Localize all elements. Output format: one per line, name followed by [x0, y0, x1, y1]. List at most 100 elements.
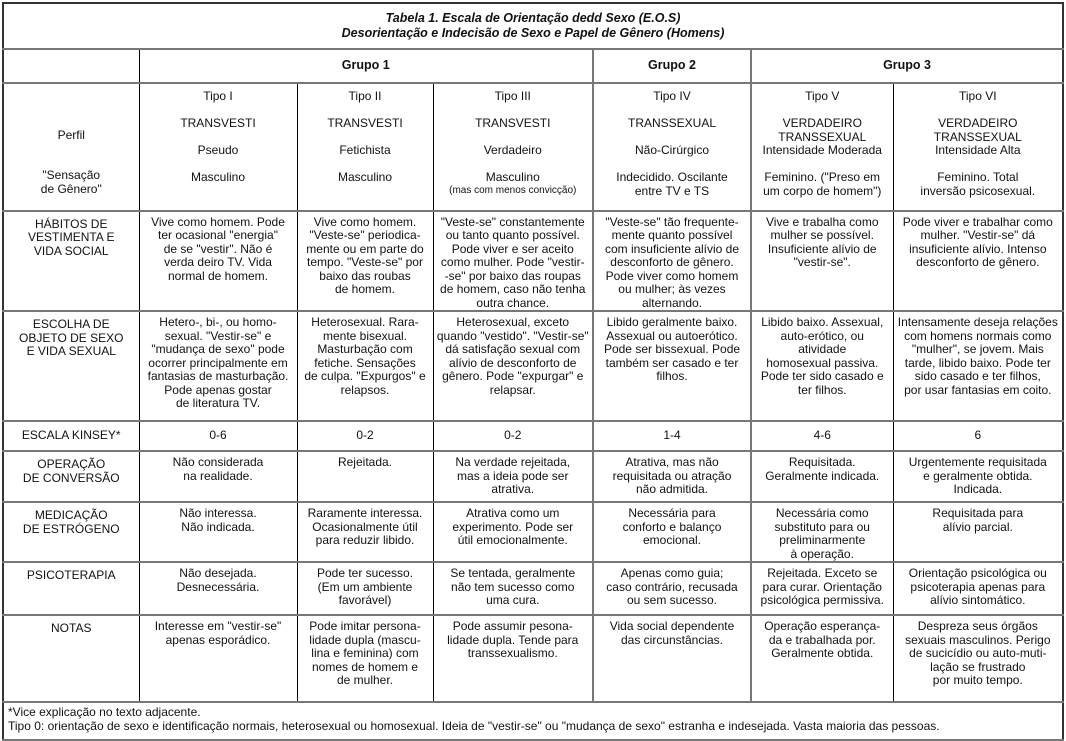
table-cell: 0-6	[138, 420, 298, 452]
row-label: PSICOTERAPIA	[2, 561, 140, 616]
type-name: VERDADEIRO TRANSSEXUAL	[778, 116, 867, 144]
gender-sensation: Masculino	[485, 170, 540, 184]
gender-sensation-note: (mas com menos convicção)	[449, 184, 577, 196]
gender-sensation: Indecidido. Oscilante entre TV e TS	[616, 170, 728, 198]
table-cell: Requisitada. Geralmente indicada.	[750, 450, 894, 503]
table-cell: Raramente interessa. Ocasionalmente útil…	[296, 501, 434, 563]
table-cell: Rejeitada.	[296, 450, 434, 503]
type-subtype: Pseudo	[197, 143, 239, 157]
profile-cell-type-1: Tipo I TRANSVESTI Pseudo Masculino	[138, 82, 298, 212]
table-cell: Intensamente deseja relações com homens …	[892, 310, 1064, 422]
gender-sensation: Masculino	[337, 170, 393, 184]
title-line-1: Tabela 1. Escala de Orientação dedd Sexo…	[385, 11, 681, 25]
table-cell: Vive e trabalha como mulher se possível.…	[750, 209, 894, 312]
table-row: OPERAÇÃO DE CONVERSÃO Não considerada na …	[2, 450, 1064, 503]
type-name: TRANSSEXUAL	[627, 116, 717, 130]
table-cell: Pode imitar persona- lidade dupla (mascu…	[296, 614, 434, 703]
table-cell: Requisitada para alívio parcial.	[892, 501, 1064, 563]
empty-corner	[2, 48, 140, 84]
table-cell: Pode viver e trabalhar como mulher. "Ves…	[892, 209, 1064, 312]
footnotes: *Vice explicação no texto adjacente. Tipo…	[2, 701, 1064, 741]
table-cell: Libido geralmente baixo. Assexual ou aut…	[592, 310, 752, 422]
profile-cell-type-6: Tipo VI VERDADEIRO TRANSSEXUAL Intensidade…	[892, 82, 1064, 212]
type-name: VERDADEIRO TRANSSEXUAL	[933, 116, 1022, 144]
profile-cell-type-4: Tipo IV TRANSSEXUAL Não-Cirúrgico Indecidid…	[592, 82, 752, 212]
type-subtype: Fetichista	[339, 143, 391, 157]
title-line-2: Desorientação e Indecisão de Sexo e Pape…	[341, 26, 725, 40]
table-cell: 0-2	[432, 420, 594, 452]
group-3-header: Grupo 3	[750, 48, 1064, 84]
table-cell: Heterosexual, exceto quando "vestido". "…	[432, 310, 594, 422]
gender-sensation: Feminino. Total inversão psicosexual.	[920, 170, 1036, 198]
profile-cell-type-2: Tipo II TRANSVESTI Fetichista Masculino	[296, 82, 434, 212]
type-name: TRANSVESTI	[475, 116, 551, 130]
footnote-tipo-0: Tipo 0: orientação de sexo e identificaç…	[8, 718, 940, 733]
table-cell: Pode assumir pesona- lidade dupla. Tende…	[432, 614, 594, 703]
profile-label-perfil: Perfil	[57, 127, 85, 142]
table-cell: Atrativa como um experimento. Pode ser ú…	[432, 501, 594, 563]
row-label: ESCALA KINSEY*	[2, 420, 140, 452]
table-cell: Se tentada, geralmente não tem sucesso c…	[432, 561, 594, 616]
type-label: Tipo IV	[653, 89, 691, 103]
table-cell: Vida social dependente das circunstância…	[592, 614, 752, 703]
type-name: TRANSVESTI	[180, 116, 256, 130]
table-cell: Apenas como guia; caso contrário, recusa…	[592, 561, 752, 616]
table-row: ESCALA KINSEY* 0-6 0-2 0-2 1-4 4-6 6	[2, 420, 1064, 452]
table-cell: "Veste-se" constantemente ou tanto quant…	[432, 209, 594, 312]
type-name: TRANSVESTI	[327, 116, 403, 130]
profile-label: Perfil "Sensação de Gênero"	[2, 82, 140, 212]
table-cell: Não interessa. Não indicada.	[138, 501, 298, 563]
table-cell: Despreza seus órgãos sexuais masculinos.…	[892, 614, 1064, 703]
table-cell: 4-6	[750, 420, 894, 452]
table-cell: Necessária para conforto e balanço emoci…	[592, 501, 752, 563]
gender-sensation: Feminino. ("Preso em um corpo de homem")	[763, 170, 882, 198]
table-cell: Atrativa, mas não requisitada ou atração…	[592, 450, 752, 503]
type-label: Tipo II	[348, 89, 382, 103]
table-cell: Necessária como substituto para ou preli…	[750, 501, 894, 563]
group-1-header: Grupo 1	[138, 48, 594, 84]
table-cell: Operação esperança- da e trabalhada por.…	[750, 614, 894, 703]
table-cell: Interesse em "vestir-se" apenas esporádi…	[138, 614, 298, 703]
table-cell: Na verdade rejeitada, mas a ideia pode s…	[432, 450, 594, 503]
table-cell: Não considerada na realidade.	[138, 450, 298, 503]
type-subtype: Verdadeiro	[483, 143, 542, 157]
row-label: HÁBITOS DE VESTIMENTA E VIDA SOCIAL	[2, 209, 140, 312]
type-label: Tipo VI	[959, 89, 997, 103]
table-cell: Não desejada. Desnecessária.	[138, 561, 298, 616]
table-cell: "Veste-se" tão frequente- mente quanto p…	[592, 209, 752, 312]
profile-cell-type-3: Tipo III TRANSVESTI Verdadeiro Masculino (ma…	[432, 82, 594, 212]
table-cell: Hetero-, bi-, ou homo- sexual. "Vestir-s…	[138, 310, 298, 422]
group-2-header: Grupo 2	[592, 48, 752, 84]
table-cell: Pode ter sucesso. (Em um ambiente favorá…	[296, 561, 434, 616]
profile-row: Perfil "Sensação de Gênero" Tipo I TRANSV…	[2, 82, 1064, 212]
table-cell: Orientação psicológica ou psicoterapia a…	[892, 561, 1064, 616]
type-label: Tipo V	[805, 89, 840, 103]
type-subtype: Intensidade Alta	[935, 143, 1021, 157]
type-label: Tipo I	[203, 89, 233, 103]
table-cell: Vive como homem. "Veste-se" periodica- m…	[296, 209, 434, 312]
table-cell: Urgentemente requisitada e geralmente ob…	[892, 450, 1064, 503]
type-subtype: Não-Cirúrgico	[634, 143, 710, 157]
table-title: Tabela 1. Escala de Orientação dedd Sexo…	[2, 2, 1064, 50]
table-row: HÁBITOS DE VESTIMENTA E VIDA SOCIAL Vive …	[2, 209, 1064, 312]
row-label: ESCOLHA DE OBJETO DE SEXO E VIDA SEXUAL	[2, 310, 140, 422]
row-label: OPERAÇÃO DE CONVERSÃO	[2, 450, 140, 503]
table-row: MEDICAÇÃO DE ESTRÓGENO Não interessa. Não…	[2, 501, 1064, 563]
table-cell: Vive como homem. Pode ter ocasional "ene…	[138, 209, 298, 312]
table-cell: 6	[892, 420, 1064, 452]
profile-label-sensation: "Sensação de Gênero"	[40, 168, 102, 196]
table-row: PSICOTERAPIA Não desejada. Desnecessária.…	[2, 561, 1064, 616]
table-cell: Heterosexual. Rara- mente bisexual. Mast…	[296, 310, 434, 422]
row-label: NOTAS	[2, 614, 140, 703]
table-cell: Rejeitada. Exceto se para curar. Orienta…	[750, 561, 894, 616]
table-cell: 1-4	[592, 420, 752, 452]
profile-cell-type-5: Tipo V VERDADEIRO TRANSSEXUAL Intensidade …	[750, 82, 894, 212]
gender-sensation: Masculino	[190, 170, 246, 184]
table-row: NOTAS Interesse em "vestir-se" apenas esp…	[2, 614, 1064, 703]
type-label: Tipo III	[494, 89, 531, 103]
table-cell: Libido baixo. Assexual, auto-erótico, ou…	[750, 310, 894, 422]
type-subtype: Intensidade Moderada	[762, 143, 882, 157]
table-row: ESCOLHA DE OBJETO DE SEXO E VIDA SEXUAL H…	[2, 310, 1064, 422]
footnote-kinsey: *Vice explicação no texto adjacente.	[8, 705, 201, 719]
